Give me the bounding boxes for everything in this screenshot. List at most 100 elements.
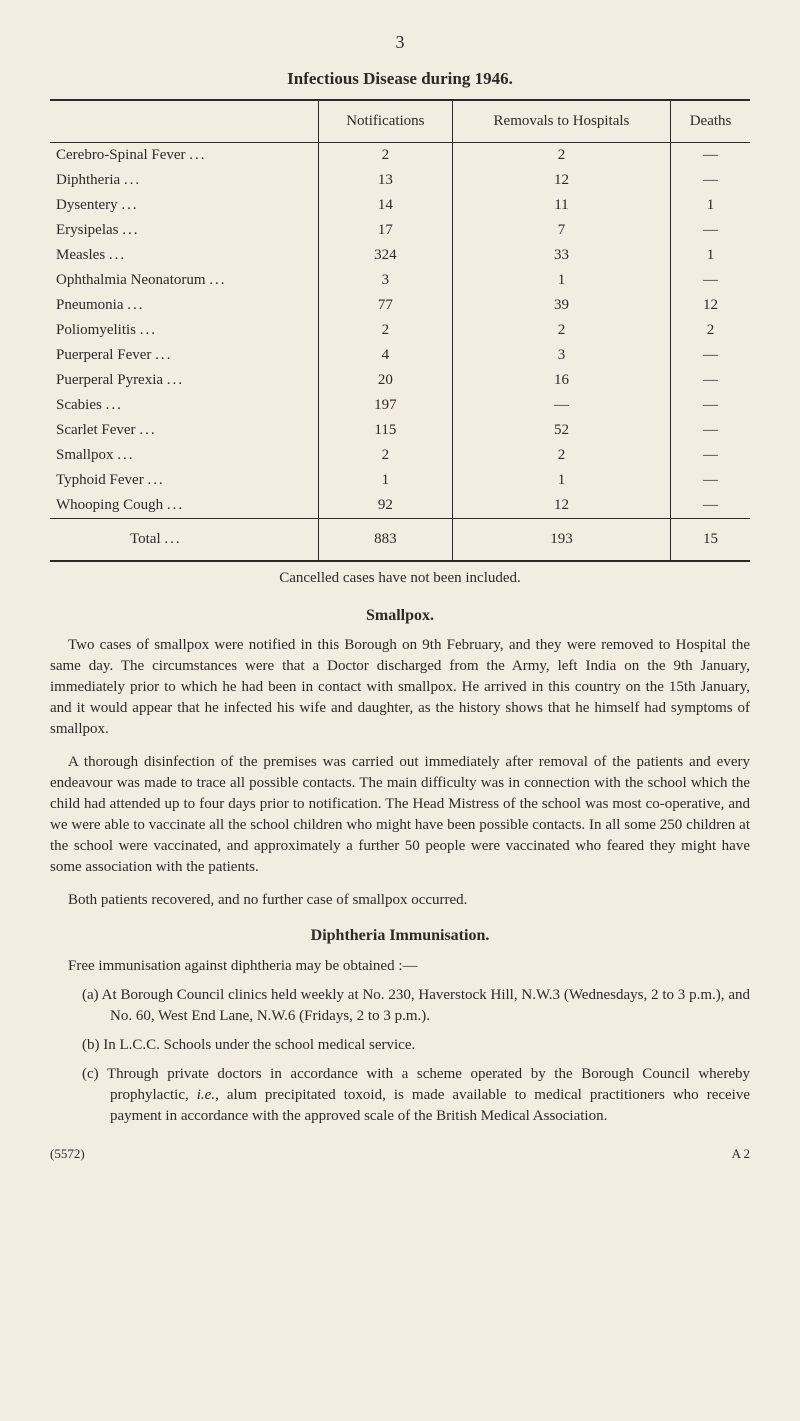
table-cell-removals: 2 [452,318,670,343]
table-cell-notifications: 14 [318,193,452,218]
table-cell-notifications: 3 [318,268,452,293]
table-cell-removals: 1 [452,468,670,493]
table-cell-notifications: 2 [318,318,452,343]
table-row: Dysentery ...14111 [50,193,750,218]
disease-name: Pneumonia ... [50,293,318,318]
table-cell-notifications: 197 [318,393,452,418]
diphtheria-item: (b) In L.C.C. Schools under the school m… [50,1035,750,1056]
disease-name: Puerperal Fever ... [50,343,318,368]
page-footer: (5572) A 2 [50,1145,750,1163]
table-cell-removals: 12 [452,493,670,519]
table-cell-notifications: 13 [318,168,452,193]
table-row: Scarlet Fever ...11552— [50,418,750,443]
table-row: Erysipelas ...177— [50,218,750,243]
table-row: Poliomyelitis ...222 [50,318,750,343]
smallpox-heading: Smallpox. [50,605,750,627]
diphtheria-intro: Free immunisation against diphtheria may… [50,956,750,977]
disease-name: Scarlet Fever ... [50,418,318,443]
table-total-row: Total ...88319315 [50,518,750,561]
table-cell-deaths: — [671,168,750,193]
table-cell-removals: 52 [452,418,670,443]
table-cell-deaths: 12 [671,293,750,318]
table-cell-removals: 1 [452,268,670,293]
table-header-blank [50,100,318,143]
footer-right: A 2 [732,1145,750,1163]
total-deaths: 15 [671,518,750,561]
table-cell-notifications: 1 [318,468,452,493]
disease-name: Dysentery ... [50,193,318,218]
table-header-row: Notifications Removals to Hospitals Deat… [50,100,750,143]
table-header-notifications: Notifications [318,100,452,143]
table-header-deaths: Deaths [671,100,750,143]
table-cell-removals: 33 [452,243,670,268]
table-row: Typhoid Fever ...11— [50,468,750,493]
table-row: Measles ...324331 [50,243,750,268]
smallpox-paragraph: A thorough disinfection of the premises … [50,752,750,878]
table-cell-removals: 16 [452,368,670,393]
table-row: Puerperal Pyrexia ...2016— [50,368,750,393]
table-cell-removals: 7 [452,218,670,243]
smallpox-paragraph: Two cases of smallpox were notified in t… [50,635,750,740]
table-cell-deaths: — [671,393,750,418]
disease-name: Ophthalmia Neonatorum ... [50,268,318,293]
table-row: Scabies ...197—— [50,393,750,418]
table-cell-deaths: — [671,142,750,168]
disease-name: Scabies ... [50,393,318,418]
table-cell-removals: — [452,393,670,418]
table-cell-removals: 12 [452,168,670,193]
smallpox-paragraph: Both patients recovered, and no further … [50,890,750,911]
table-cell-removals: 11 [452,193,670,218]
table-row: Ophthalmia Neonatorum ...31— [50,268,750,293]
disease-name: Puerperal Pyrexia ... [50,368,318,393]
table-cell-deaths: — [671,218,750,243]
table-cell-removals: 2 [452,443,670,468]
disease-name: Cerebro-Spinal Fever ... [50,142,318,168]
table-row: Cerebro-Spinal Fever ...22— [50,142,750,168]
table-cell-notifications: 4 [318,343,452,368]
disease-name: Measles ... [50,243,318,268]
total-removals: 193 [452,518,670,561]
table-cell-removals: 39 [452,293,670,318]
disease-name: Smallpox ... [50,443,318,468]
table-cell-deaths: — [671,418,750,443]
table-cell-removals: 2 [452,142,670,168]
table-cell-deaths: — [671,493,750,519]
diphtheria-item: (c) Through private doctors in accordanc… [50,1064,750,1127]
table-cell-notifications: 17 [318,218,452,243]
table-footnote: Cancelled cases have not been included. [50,568,750,589]
disease-name: Poliomyelitis ... [50,318,318,343]
table-cell-deaths: 1 [671,243,750,268]
table-cell-notifications: 324 [318,243,452,268]
table-row: Puerperal Fever ...43— [50,343,750,368]
diphtheria-item: (a) At Borough Council clinics held week… [50,985,750,1027]
table-cell-notifications: 2 [318,443,452,468]
table-cell-deaths: — [671,443,750,468]
table-row: Pneumonia ...773912 [50,293,750,318]
total-notifications: 883 [318,518,452,561]
table-title: Infectious Disease during 1946. [50,67,750,91]
total-label: Total ... [50,518,318,561]
disease-name: Typhoid Fever ... [50,468,318,493]
disease-name: Erysipelas ... [50,218,318,243]
table-row: Smallpox ...22— [50,443,750,468]
table-cell-deaths: — [671,268,750,293]
table-cell-deaths: 2 [671,318,750,343]
page-number: 3 [50,30,750,55]
disease-name: Whooping Cough ... [50,493,318,519]
table-cell-deaths: — [671,468,750,493]
disease-name: Diphtheria ... [50,168,318,193]
table-cell-removals: 3 [452,343,670,368]
footer-left: (5572) [50,1145,85,1163]
table-cell-notifications: 20 [318,368,452,393]
table-cell-notifications: 77 [318,293,452,318]
disease-table: Notifications Removals to Hospitals Deat… [50,99,750,562]
table-cell-notifications: 115 [318,418,452,443]
diphtheria-heading: Diphtheria Immunisation. [50,925,750,947]
table-cell-deaths: 1 [671,193,750,218]
table-header-removals: Removals to Hospitals [452,100,670,143]
table-cell-deaths: — [671,343,750,368]
table-cell-notifications: 2 [318,142,452,168]
table-cell-notifications: 92 [318,493,452,519]
table-row: Diphtheria ...1312— [50,168,750,193]
table-row: Whooping Cough ...9212— [50,493,750,519]
